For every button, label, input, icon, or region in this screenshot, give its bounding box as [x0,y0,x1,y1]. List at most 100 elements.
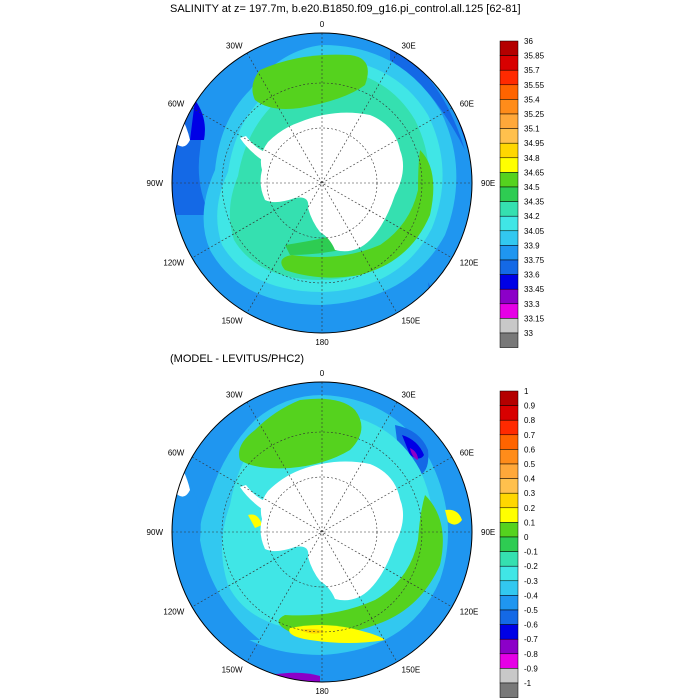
colorbar-label: 33.3 [524,300,540,309]
colorbar-label: -0.9 [524,664,538,673]
lon-label: 120W [163,259,184,268]
colorbar-label: 33 [524,329,533,338]
title-difference: (MODEL - LEVITUS/PHC2) [170,353,304,365]
colorbar-label: 34.65 [524,168,545,177]
colorbar-label: 34.8 [524,154,540,163]
lon-label: 180 [315,687,329,696]
colorbar-swatch [499,201,519,217]
lon-label: 120E [460,259,479,268]
colorbar-swatch [499,390,519,406]
colorbar-swatch [499,492,519,509]
colorbar-label: 35.85 [524,52,545,61]
colorbar-swatch [499,638,519,655]
colorbar-swatch [499,157,519,173]
colorbar-label: 34.95 [524,139,545,148]
colorbar-swatch [499,682,519,698]
colorbar-swatch [499,463,519,479]
colorbar-swatch [499,172,519,188]
colorbar-swatch [499,565,519,582]
colorbar-label: 35.1 [524,125,540,134]
colorbar-swatch [499,113,519,129]
colorbar-swatch [499,332,519,348]
colorbar-label: -0.6 [524,621,538,630]
colorbar-swatch [499,128,519,144]
colorbar-swatch [499,69,519,86]
colorbar-salinity: 36 35.85 35.7 35.55 35.4 35.25 35.1 34.95 34.8 34… [499,37,545,348]
colorbar-swatch [499,536,519,552]
lon-label: 150E [402,317,421,326]
colorbar-label: 33.75 [524,256,545,265]
colorbar-swatch [499,609,519,625]
colorbar-swatch [499,419,519,436]
colorbar-swatch [499,215,519,232]
colorbar-swatch [499,318,519,334]
colorbar-label: 34.2 [524,212,540,221]
colorbar-label: 33.9 [524,241,540,250]
lon-label: 30W [226,390,243,399]
colorbar-swatch [499,40,519,56]
colorbar-swatch [499,84,519,100]
colorbar-label: -0.4 [524,591,538,600]
lon-label: 150W [222,317,243,326]
colorbar-label: 0.9 [524,402,536,411]
lon-label: 90E [481,179,495,188]
colorbar-swatch [499,507,519,523]
colorbar-label: 34.05 [524,227,545,236]
colorbar-label: 33.45 [524,285,545,294]
colorbar-label: 35.7 [524,66,540,75]
lon-label: 90W [147,528,164,537]
colorbar-label: -0.3 [524,577,538,586]
colorbar-label: 34.35 [524,198,545,207]
colorbar-label: 0.8 [524,416,536,425]
lon-label: 180 [315,338,329,347]
lon-label: 30E [402,41,416,50]
colorbar-swatch [499,288,519,305]
colorbar-label: 35.55 [524,81,545,90]
colorbar-swatch [499,595,519,611]
colorbar-label: 0.3 [524,489,536,498]
difference-field [172,382,472,682]
panel-salinity: SALINITY at z= 197.7m, b.e20.B1850.f09_g… [147,3,545,348]
colorbar-swatch [499,551,519,567]
panel-difference: (MODEL - LEVITUS/PHC2) [147,353,538,698]
colorbar-swatch [499,274,519,290]
lon-label: 90E [481,528,495,537]
colorbar-label: 33.6 [524,271,540,280]
colorbar-label: 0.7 [524,431,536,440]
colorbar-swatch [499,653,519,669]
colorbar-label: -0.2 [524,562,538,571]
lon-label: 0 [320,369,325,378]
colorbar-label: -0.7 [524,635,538,644]
colorbar-swatch [499,449,519,465]
lon-labels-salinity: 0 30E 60E 90E 120E 150E 180 150W 120W 90W 60W 30W [147,20,496,347]
colorbar-label: 0.4 [524,475,536,484]
lon-label: 30W [226,41,243,50]
colorbar-swatch [499,624,519,640]
lon-label: 60E [460,100,474,109]
lon-label: 60E [460,449,474,458]
lon-label: 60W [168,449,185,458]
colorbar-label: 33.15 [524,314,545,323]
title-salinity: SALINITY at z= 197.7m, b.e20.B1850.f09_g… [170,3,521,15]
colorbar-swatch [499,580,519,596]
colorbar-swatch [499,405,519,421]
colorbar-swatch [499,142,519,159]
lon-label: 60W [168,100,185,109]
lon-labels-difference: 0 30E 60E 90E 120E 150E 180 150W 120W 90W 60W 30W [147,369,496,696]
colorbar-swatch [499,245,519,261]
lon-label: 150W [222,666,243,675]
colorbar-swatch [499,55,519,71]
colorbar-swatch [499,186,519,202]
lon-label: 30E [402,390,416,399]
colorbar-swatch [499,99,519,115]
colorbar-label: 0.5 [524,460,536,469]
lon-label: 120E [460,608,479,617]
colorbar-label: 0.1 [524,518,536,527]
colorbar-swatch [499,230,519,246]
salinity-field [172,33,472,333]
lon-label: 150E [402,666,421,675]
lon-label: 120W [163,608,184,617]
colorbar-swatch [499,259,519,275]
colorbar-swatch [499,434,519,450]
